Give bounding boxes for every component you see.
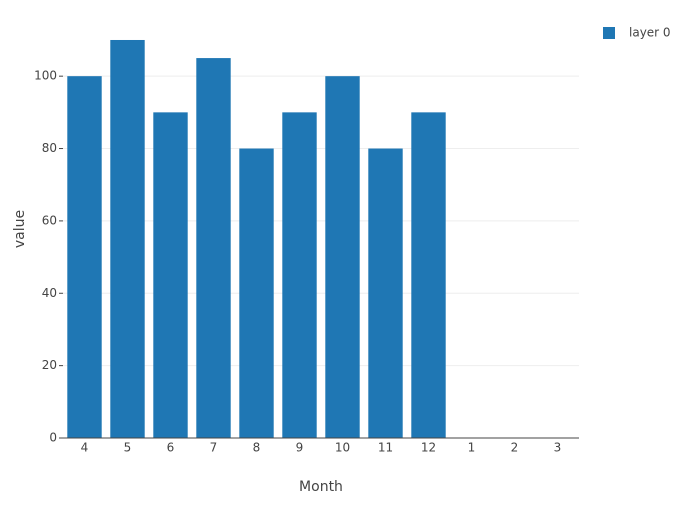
x-tick-label: 12 (421, 441, 436, 455)
x-tick-label: 7 (210, 441, 218, 455)
y-tick-label: 20 (42, 358, 57, 372)
x-tick-label: 3 (554, 441, 562, 455)
bar (110, 39, 145, 439)
x-axis-title: Month (299, 479, 343, 495)
x-tick-label: 11 (378, 441, 393, 455)
x-tick-label: 9 (296, 441, 304, 455)
bar (325, 76, 360, 439)
legend-label: layer 0 (629, 26, 671, 40)
x-tick-label: 4 (81, 441, 89, 455)
legend-swatch (603, 27, 615, 39)
y-tick-label: 60 (42, 213, 57, 227)
y-tick-label: 40 (42, 286, 57, 300)
bar (153, 112, 188, 439)
x-tick-label: 6 (167, 441, 175, 455)
x-tick-label: 1 (468, 441, 476, 455)
x-tick-label: 2 (511, 441, 519, 455)
bar (411, 112, 446, 439)
x-tick-label: 10 (335, 441, 350, 455)
x-tick-label: 5 (124, 441, 132, 455)
bar (368, 148, 403, 438)
y-axis-title: value (12, 210, 28, 248)
y-tick-label: 80 (42, 141, 57, 155)
bar (282, 112, 317, 439)
y-tick-label: 100 (34, 69, 57, 83)
bar (239, 148, 274, 438)
x-tick-label: 8 (253, 441, 261, 455)
y-tick-label: 0 (49, 431, 57, 445)
bar (67, 76, 102, 439)
bar (196, 58, 231, 438)
